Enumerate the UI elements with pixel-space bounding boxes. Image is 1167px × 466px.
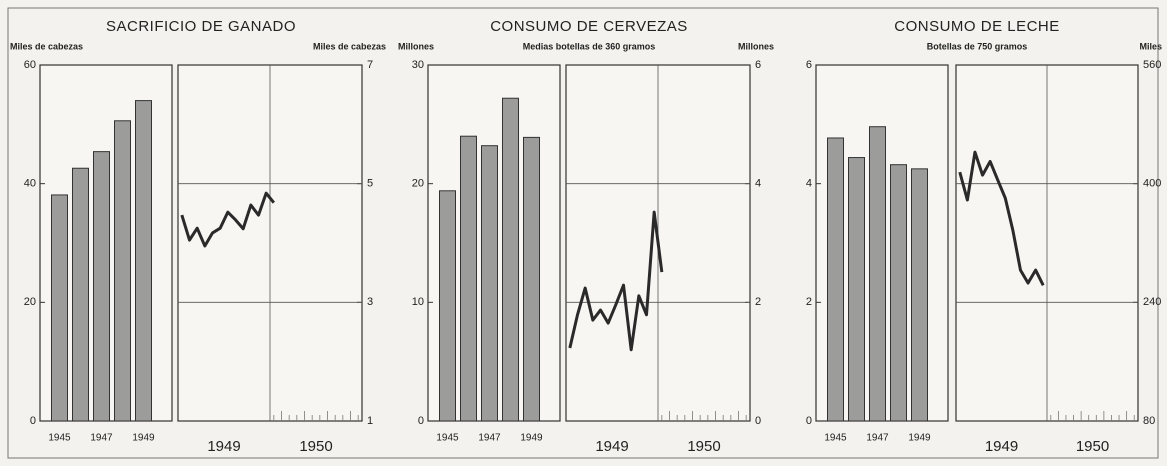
x-tick-label: 1945 xyxy=(824,433,847,444)
x-tick-label: 1949 xyxy=(908,433,931,444)
bar xyxy=(848,157,865,422)
bar xyxy=(439,190,456,422)
x-tick-label: 1945 xyxy=(436,433,459,444)
chart-subtitle: Medias botellas de 360 gramos xyxy=(523,41,656,51)
bar xyxy=(481,145,498,422)
x-group-label: 1950 xyxy=(299,438,332,455)
y-tick-label: 20 xyxy=(24,296,36,308)
y-tick-label: 60 xyxy=(24,59,36,71)
x-tick-label: 1947 xyxy=(90,433,113,444)
y-axis-label: Miles de cabezas xyxy=(313,41,386,51)
y-axis-label: Millones xyxy=(738,41,774,51)
x-tick-label: 1947 xyxy=(478,433,501,444)
y-axis-label: Miles xyxy=(1139,41,1162,51)
x-group-label: 1949 xyxy=(985,438,1018,455)
chart-title: CONSUMO DE CERVEZAS xyxy=(490,18,688,35)
y-tick-label: 80 xyxy=(1143,415,1155,427)
y-tick-label: 10 xyxy=(412,296,424,308)
bar xyxy=(911,168,928,422)
y-tick-label: 0 xyxy=(806,415,812,427)
bar xyxy=(72,167,89,422)
line xyxy=(568,210,664,352)
y-tick-label: 0 xyxy=(30,415,36,427)
y-tick-label: 5 xyxy=(367,178,373,190)
x-tick-label: 1949 xyxy=(520,433,543,444)
bar xyxy=(114,120,131,422)
bar xyxy=(523,136,540,422)
y-tick-label: 20 xyxy=(412,178,424,190)
y-tick-label: 40 xyxy=(24,178,36,190)
line xyxy=(958,150,1045,286)
x-tick-label: 1947 xyxy=(866,433,889,444)
bar xyxy=(135,100,152,422)
bar xyxy=(827,137,844,422)
bar xyxy=(890,164,907,422)
chart-title: CONSUMO DE LECHE xyxy=(894,18,1060,35)
y-tick-label: 0 xyxy=(755,415,761,427)
x-tick-label: 1949 xyxy=(132,433,155,444)
bar xyxy=(93,151,110,422)
y-tick-label: 4 xyxy=(755,178,761,190)
y-tick-label: 6 xyxy=(806,59,812,71)
x-tick-label: 1945 xyxy=(48,433,71,444)
x-group-label: 1950 xyxy=(1076,438,1109,455)
y-tick-label: 3 xyxy=(367,296,373,308)
chart-title: SACRIFICIO DE GANADO xyxy=(106,18,296,35)
bar xyxy=(460,135,477,422)
x-group-label: 1949 xyxy=(207,438,240,455)
y-tick-label: 30 xyxy=(412,59,424,71)
bar xyxy=(869,126,886,422)
y-tick-label: 6 xyxy=(755,59,761,71)
chart-subtitle: Botellas de 750 gramos xyxy=(927,41,1028,51)
y-axis-label: Millones xyxy=(398,41,434,51)
y-tick-label: 7 xyxy=(367,59,373,71)
y-tick-label: 240 xyxy=(1143,296,1161,308)
y-tick-label: 4 xyxy=(806,178,812,190)
y-axis-label: Miles de cabezas xyxy=(10,41,83,51)
bar xyxy=(51,194,68,422)
y-tick-label: 400 xyxy=(1143,178,1161,190)
y-tick-label: 1 xyxy=(367,415,373,427)
bar xyxy=(502,97,519,422)
frame xyxy=(7,7,1159,459)
line xyxy=(180,191,276,248)
x-group-label: 1950 xyxy=(687,438,720,455)
y-tick-label: 560 xyxy=(1143,59,1161,71)
y-tick-label: 2 xyxy=(806,296,812,308)
y-tick-label: 2 xyxy=(755,296,761,308)
y-tick-label: 0 xyxy=(418,415,424,427)
x-group-label: 1949 xyxy=(595,438,628,455)
